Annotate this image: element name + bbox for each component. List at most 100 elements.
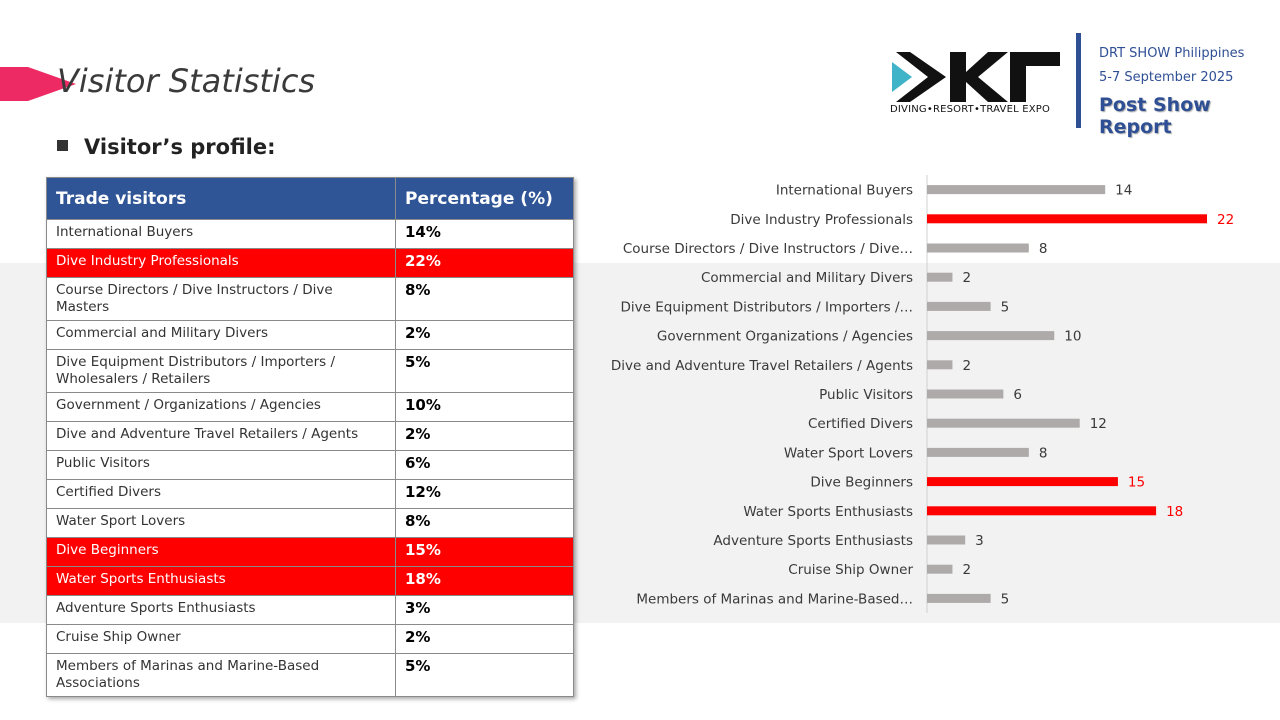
logo-tagline: DIVING•RESORT•TRAVEL EXPO [890, 104, 1051, 115]
category-label: Dive and Adventure Travel Retailers / Ag… [611, 358, 913, 374]
row-label: Commercial and Military Divers [46, 320, 396, 350]
bar [927, 535, 966, 545]
data-label: 10 [1064, 329, 1081, 345]
row-label: Dive Industry Professionals [46, 248, 396, 278]
data-label: 2 [962, 358, 971, 374]
bar [927, 214, 1207, 224]
row-label: Dive Beginners [46, 537, 396, 567]
bullet-square-icon [57, 140, 68, 151]
table-header-row: Trade visitors Percentage (%) [46, 177, 574, 220]
data-label: 22 [1217, 212, 1234, 228]
column-header-trade-visitors: Trade visitors [46, 177, 396, 220]
data-label: 8 [1039, 241, 1048, 257]
category-label: Adventure Sports Enthusiasts [713, 533, 913, 549]
data-label: 14 [1115, 183, 1132, 199]
table-row: Adventure Sports Enthusiasts 3% [46, 595, 574, 625]
category-label: Dive Equipment Distributors / Importers … [620, 299, 913, 315]
bar [927, 506, 1157, 516]
row-label: Course Directors / Dive Instructors / Di… [46, 277, 396, 321]
row-percentage: 10% [395, 392, 574, 422]
category-label: Dive Industry Professionals [730, 212, 913, 228]
row-percentage: 8% [395, 508, 574, 538]
title-accent [0, 67, 28, 101]
visitor-bar-chart: International Buyers 14 Dive Industry Prof… [611, 175, 1234, 613]
header-divider [1076, 33, 1081, 128]
report-title: Post Show Report [1099, 94, 1211, 138]
category-label: Certified Divers [808, 416, 913, 432]
table-row: Dive and Adventure Travel Retailers / Ag… [46, 421, 574, 451]
category-label: Cruise Ship Owner [788, 562, 913, 578]
category-label: Commercial and Military Divers [701, 270, 913, 286]
bar [927, 564, 953, 574]
category-label: Course Directors / Dive Instructors / Di… [623, 241, 913, 257]
row-label: Dive Equipment Distributors / Importers … [46, 349, 396, 393]
row-label: Dive and Adventure Travel Retailers / Ag… [46, 421, 396, 451]
bar [927, 593, 991, 603]
row-label: Adventure Sports Enthusiasts [46, 595, 396, 625]
table-row: Public Visitors 6% [46, 450, 574, 480]
row-label: Water Sport Lovers [46, 508, 396, 538]
row-label: Public Visitors [46, 450, 396, 480]
data-label: 12 [1090, 416, 1107, 432]
data-label: 3 [975, 533, 984, 549]
data-label: 5 [1001, 591, 1010, 607]
row-label: International Buyers [46, 219, 396, 249]
row-percentage: 3% [395, 595, 574, 625]
row-percentage: 2% [395, 624, 574, 654]
bar [927, 418, 1080, 428]
table-row: International Buyers 14% [46, 219, 574, 249]
title-accent-arrow [28, 67, 76, 101]
row-percentage: 12% [395, 479, 574, 509]
table-row: Dive Industry Professionals 22% [46, 248, 574, 278]
table-row: Commercial and Military Divers 2% [46, 320, 574, 350]
row-percentage: 2% [395, 320, 574, 350]
row-label: Government / Organizations / Agencies [46, 392, 396, 422]
page-title: Visitor Statistics [57, 62, 316, 100]
bar [927, 272, 953, 282]
category-label: Water Sports Enthusiasts [743, 504, 913, 520]
bar [927, 185, 1106, 195]
table-row: Members of Marinas and Marine-Based Asso… [46, 653, 574, 697]
drt-logo [892, 52, 1060, 102]
show-name: DRT SHOW Philippines [1099, 46, 1245, 61]
category-label: Dive Beginners [810, 475, 913, 491]
show-date: 5-7 September 2025 [1099, 70, 1234, 85]
visitor-table: Trade visitors Percentage (%) Internatio… [46, 177, 574, 697]
bar [927, 360, 953, 370]
data-label: 2 [962, 562, 971, 578]
table-row: Water Sport Lovers 8% [46, 508, 574, 538]
category-label: Public Visitors [819, 387, 913, 403]
row-percentage: 2% [395, 421, 574, 451]
data-label: 15 [1128, 475, 1145, 491]
row-percentage: 5% [395, 349, 574, 393]
category-label: Members of Marinas and Marine-Based… [636, 591, 913, 607]
table-row: Course Directors / Dive Instructors / Di… [46, 277, 574, 321]
row-label: Cruise Ship Owner [46, 624, 396, 654]
category-label: Government Organizations / Agencies [657, 329, 913, 345]
data-label: 18 [1166, 504, 1183, 520]
table-row: Dive Beginners 15% [46, 537, 574, 567]
row-percentage: 18% [395, 566, 574, 596]
row-percentage: 6% [395, 450, 574, 480]
table-row: Certified Divers 12% [46, 479, 574, 509]
category-label: International Buyers [776, 183, 913, 199]
data-label: 8 [1039, 445, 1048, 461]
row-percentage: 22% [395, 248, 574, 278]
section-heading-text: Visitor’s profile: [84, 135, 276, 159]
row-label: Certified Divers [46, 479, 396, 509]
bar [927, 243, 1029, 253]
category-label: Water Sport Lovers [784, 445, 913, 461]
table-row: Water Sports Enthusiasts 18% [46, 566, 574, 596]
bar [927, 301, 991, 311]
row-label: Members of Marinas and Marine-Based Asso… [46, 653, 396, 697]
table-row: Cruise Ship Owner 2% [46, 624, 574, 654]
row-percentage: 14% [395, 219, 574, 249]
bar [927, 331, 1055, 341]
row-percentage: 8% [395, 277, 574, 321]
column-header-percentage: Percentage (%) [395, 177, 574, 220]
table-row: Dive Equipment Distributors / Importers … [46, 349, 574, 393]
data-label: 6 [1013, 387, 1022, 403]
row-percentage: 5% [395, 653, 574, 697]
bar [927, 447, 1029, 457]
section-heading: Visitor’s profile: [57, 135, 276, 159]
